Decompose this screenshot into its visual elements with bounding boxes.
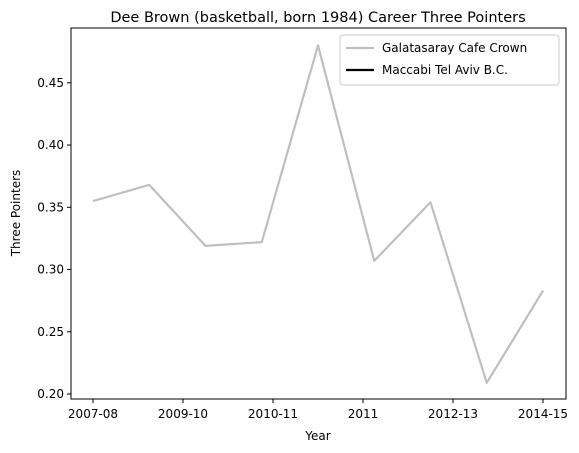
y-axis-label: Three Pointers xyxy=(9,170,23,258)
y-axis: 0.20 0.25 0.30 0.35 0.40 0.45 xyxy=(37,76,71,401)
x-tick-label: 2007-08 xyxy=(68,407,118,421)
plot-frame xyxy=(70,27,567,400)
y-tick-label: 0.20 xyxy=(37,387,64,401)
legend-label-maccabi: Maccabi Tel Aviv B.C. xyxy=(382,63,508,77)
x-axis-label: Year xyxy=(304,429,330,443)
legend-box xyxy=(339,34,560,86)
chart-title: Dee Brown (basketball, born 1984) Career… xyxy=(110,10,525,26)
x-tick-label: 2011 xyxy=(348,407,379,421)
series-lines xyxy=(92,44,544,384)
x-tick-label: 2012-13 xyxy=(428,407,478,421)
x-tick-label: 2010-11 xyxy=(248,407,298,421)
x-axis: 2007-08 2009-10 2010-11 2011 2012-13 2014-15 xyxy=(68,399,568,421)
y-tick-label: 0.45 xyxy=(37,76,64,90)
series-line-0 xyxy=(92,44,544,384)
legend-label-galatasaray: Galatasaray Cafe Crown xyxy=(382,41,527,55)
y-tick-label: 0.35 xyxy=(37,200,64,214)
y-tick-label: 0.30 xyxy=(37,263,64,277)
y-tick-label: 0.25 xyxy=(37,325,64,339)
x-tick-label: 2014-15 xyxy=(518,407,568,421)
legend: Galatasaray Cafe Crown Maccabi Tel Aviv … xyxy=(339,34,560,86)
x-tick-label: 2009-10 xyxy=(158,407,208,421)
y-tick-label: 0.40 xyxy=(37,138,64,152)
